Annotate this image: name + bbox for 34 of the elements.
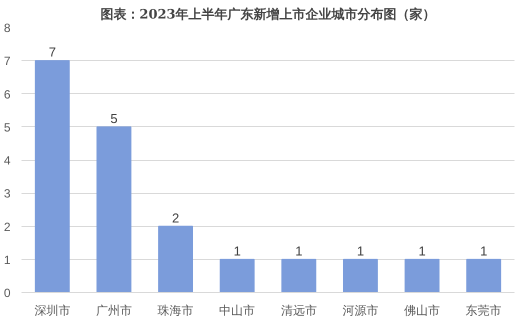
data-label: 5 xyxy=(110,110,118,126)
y-tick-label: 3 xyxy=(4,186,11,201)
x-tick-label: 广州市 xyxy=(96,304,132,318)
y-tick-label: 7 xyxy=(4,54,11,68)
y-tick-label: 5 xyxy=(4,120,11,134)
bar xyxy=(34,60,70,292)
bar xyxy=(342,258,378,292)
x-tick-label: 珠海市 xyxy=(158,304,194,318)
bar xyxy=(281,258,316,292)
y-tick-label: 0 xyxy=(4,286,11,300)
bar xyxy=(466,258,502,292)
bar xyxy=(404,258,440,292)
data-label: 7 xyxy=(48,44,56,60)
y-tick-label: 2 xyxy=(4,220,11,234)
bar xyxy=(96,126,132,292)
x-tick-label: 深圳市 xyxy=(34,304,70,318)
bar xyxy=(220,258,255,292)
x-tick-label: 清远市 xyxy=(280,304,317,318)
x-tick-label: 中山市 xyxy=(219,304,256,318)
bar xyxy=(158,226,194,292)
y-tick-label: 4 xyxy=(4,154,11,168)
data-label: 1 xyxy=(234,243,241,258)
x-tick-label: 东莞市 xyxy=(466,304,502,318)
data-label: 1 xyxy=(356,243,364,258)
data-label: 1 xyxy=(480,243,488,258)
chart-title: 图表：2023年上半年广东新增上市企业城市分布图（家） xyxy=(100,6,436,22)
data-label: 1 xyxy=(418,243,426,258)
data-label: 1 xyxy=(295,243,302,258)
y-tick-label: 8 xyxy=(4,21,11,35)
y-tick-label: 6 xyxy=(4,87,11,102)
x-tick-label: 河源市 xyxy=(342,304,378,318)
x-tick-label: 佛山市 xyxy=(404,304,440,318)
y-tick-label: 1 xyxy=(4,252,11,267)
data-label: 2 xyxy=(172,210,180,226)
